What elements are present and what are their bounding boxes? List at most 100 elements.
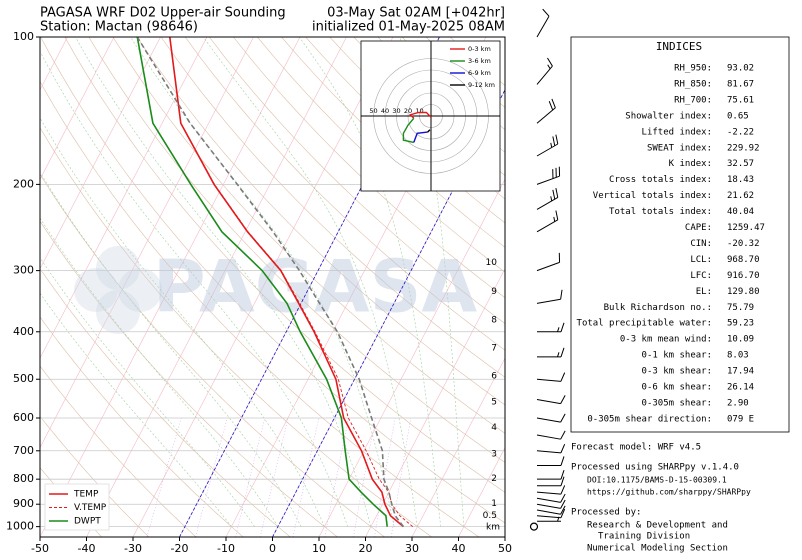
dry-adiabat (209, 37, 505, 324)
index-label: Bulk Richardson no.: (604, 303, 712, 313)
index-value: 18.43 (727, 175, 754, 185)
wind-barb (536, 430, 566, 440)
indices-box (570, 36, 790, 433)
index-value: 2.90 (727, 398, 749, 408)
y-tick-label: 100 (13, 30, 34, 43)
mixing-ratio-line (235, 417, 266, 537)
chart-subtitle-right: initialized 01-May-2025 08AM (312, 20, 505, 35)
footer-text: Numerical Modeling Section (587, 544, 728, 554)
height-label: 5 (491, 397, 497, 407)
hodograph-legend-label: 0-3 km (468, 45, 491, 53)
hodograph-legend-label: 9-12 km (468, 81, 495, 89)
dry-adiabat (257, 37, 505, 273)
index-value: 229.92 (727, 143, 760, 153)
isotherm (40, 37, 115, 180)
background-lines (0, 37, 505, 537)
index-label: 0-6 km shear: (642, 383, 712, 393)
chart-subtitle: Station: Mactan (98646) (40, 20, 198, 35)
dry-adiabat (40, 173, 385, 537)
hodograph-trace (427, 129, 431, 133)
profile-line (169, 37, 413, 527)
hodograph-ring-label: 20 (404, 107, 412, 115)
hodograph-trace (402, 117, 415, 144)
index-label: Vertical totals index: (593, 191, 712, 201)
hodograph-ring-label: 30 (392, 107, 400, 115)
index-label: Lifted index: (642, 127, 712, 137)
wind-barb (536, 252, 561, 272)
wind-barb (536, 372, 566, 382)
indices-panel: INDICES RH_950: 93.02 RH_850: 81.67 RH_700: 7… (570, 36, 790, 433)
wind-barbs (529, 8, 566, 531)
mixing-ratio-line (324, 417, 349, 537)
wind-barb (536, 499, 566, 509)
dry-adiabat (160, 37, 505, 378)
y-tick-label: 400 (13, 325, 34, 338)
wind-barb (537, 470, 565, 480)
dry-adiabat (136, 37, 505, 406)
moist-adiabat (40, 171, 302, 527)
wind-barb (537, 347, 565, 358)
y-tick-label: 800 (13, 472, 34, 485)
wind-barb-calm (529, 522, 539, 531)
index-label: Showalter index: (625, 111, 712, 121)
height-label: 6 (491, 371, 497, 381)
index-label: CAPE: (685, 223, 712, 233)
wind-barb (536, 8, 550, 38)
dry-adiabat (281, 37, 505, 248)
wind-barb (536, 188, 559, 210)
y-tick-label: 900 (13, 497, 34, 510)
wind-barb (536, 413, 566, 423)
wind-barb (536, 166, 561, 185)
watermark-logo (96, 290, 140, 334)
footer-text: Research & Development and (587, 521, 728, 531)
hodograph-trace (408, 111, 432, 119)
x-tick-label: 50 (498, 542, 512, 555)
wind-barb (536, 395, 566, 405)
height-label: 8 (491, 315, 497, 325)
index-label: CIN: (690, 239, 712, 249)
x-tick-label: -10 (217, 542, 235, 555)
height-label: 9 (491, 287, 497, 297)
isotherm (0, 37, 21, 537)
isotherm (40, 37, 161, 270)
index-value: 59.23 (727, 319, 754, 329)
index-label: Cross totals index: (609, 175, 712, 185)
dry-adiabat (64, 37, 505, 493)
isotherm (411, 357, 505, 537)
moist-adiabat (203, 37, 418, 527)
dry-adiabat (40, 415, 150, 537)
wind-barb (536, 289, 563, 304)
y-tick-label: 700 (13, 444, 34, 457)
wind-barb (536, 98, 556, 124)
index-label: K index: (669, 159, 712, 169)
index-value: 26.14 (727, 383, 754, 393)
height-label: 10 (486, 258, 498, 268)
y-tick-label: 600 (13, 411, 34, 424)
mixing-ratio-line (260, 417, 289, 537)
height-label: 0.5 (483, 511, 497, 521)
x-tick-label: 10 (312, 542, 326, 555)
x-tick-label: 0 (269, 542, 276, 555)
indices-title: INDICES (656, 40, 702, 53)
wind-barb (536, 443, 566, 454)
footer-text: Processed using SHARPpy v.1.4.0 (571, 463, 739, 473)
dry-adiabat (88, 37, 505, 463)
hodograph-legend-label: 3-6 km (468, 57, 491, 65)
hodograph-legend-label: 6-9 km (468, 69, 491, 77)
moist-adiabat (130, 37, 395, 527)
mixing-ratio-line (292, 417, 320, 537)
watermark-group: PAGASA (74, 245, 477, 334)
wind-barb (537, 322, 565, 333)
watermark-logo (118, 268, 162, 312)
index-value: 1259.47 (727, 223, 765, 233)
isotherm (86, 37, 347, 537)
x-tick-label: 40 (452, 542, 466, 555)
dry-adiabat (40, 220, 338, 537)
legend-label: V.TEMP (74, 503, 107, 513)
index-value: 75.61 (727, 95, 754, 105)
index-value: 916.70 (727, 271, 760, 281)
index-value: 8.03 (727, 351, 749, 361)
x-tick-label: 20 (359, 542, 373, 555)
